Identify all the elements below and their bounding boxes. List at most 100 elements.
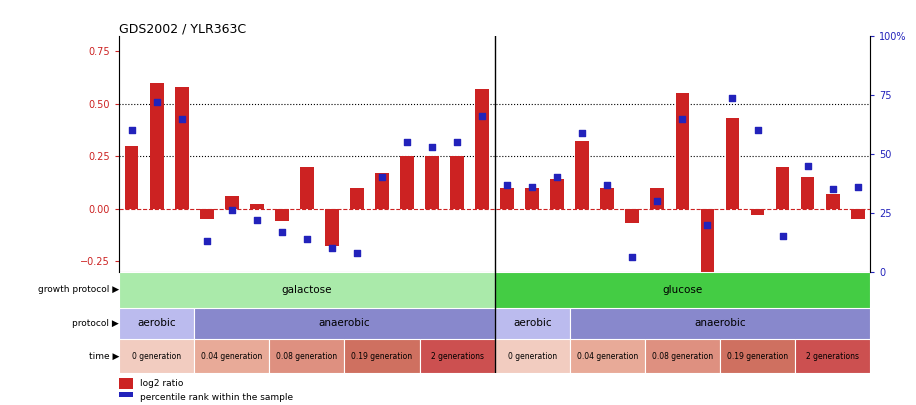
- Bar: [851, 209, 865, 219]
- Bar: [275, 209, 289, 221]
- Bar: [825, 194, 840, 209]
- Bar: [575, 141, 589, 209]
- Point: [474, 113, 489, 119]
- Text: anaerobic: anaerobic: [694, 318, 746, 328]
- Point: [625, 254, 639, 261]
- Text: 0 generation: 0 generation: [132, 352, 181, 360]
- Point: [801, 162, 815, 169]
- Text: aerobic: aerobic: [513, 318, 551, 328]
- Text: GDS2002 / YLR363C: GDS2002 / YLR363C: [119, 22, 246, 35]
- Bar: [495, 271, 870, 308]
- Point: [149, 99, 164, 106]
- Bar: [650, 188, 664, 209]
- Point: [350, 249, 365, 256]
- Bar: [375, 173, 389, 209]
- Point: [399, 139, 414, 145]
- Bar: [125, 145, 138, 209]
- Text: growth protocol ▶: growth protocol ▶: [38, 285, 119, 294]
- Point: [324, 245, 339, 251]
- Point: [450, 139, 464, 145]
- Text: 0.19 generation: 0.19 generation: [727, 352, 788, 360]
- Bar: [500, 188, 514, 209]
- Bar: [600, 188, 615, 209]
- Text: aerobic: aerobic: [137, 318, 176, 328]
- Text: 0 generation: 0 generation: [507, 352, 557, 360]
- Point: [125, 127, 139, 134]
- Bar: [269, 339, 344, 373]
- Text: 0.08 generation: 0.08 generation: [277, 352, 337, 360]
- Text: anaerobic: anaerobic: [319, 318, 370, 328]
- Point: [174, 115, 189, 122]
- Bar: [720, 339, 795, 373]
- Bar: [420, 339, 495, 373]
- Point: [775, 233, 790, 239]
- Bar: [525, 188, 540, 209]
- Bar: [194, 339, 269, 373]
- Bar: [300, 166, 314, 209]
- Point: [825, 186, 840, 192]
- Point: [375, 174, 389, 181]
- Bar: [795, 339, 870, 373]
- Bar: [701, 209, 714, 276]
- Bar: [119, 378, 133, 389]
- Text: 0.08 generation: 0.08 generation: [652, 352, 713, 360]
- Point: [650, 198, 665, 204]
- Bar: [344, 339, 420, 373]
- Bar: [119, 339, 194, 373]
- Bar: [475, 89, 489, 209]
- Bar: [570, 308, 870, 339]
- Bar: [200, 209, 213, 219]
- Bar: [425, 156, 439, 209]
- Bar: [675, 93, 690, 209]
- Point: [850, 183, 865, 190]
- Bar: [801, 177, 814, 209]
- Text: galactose: galactose: [281, 285, 333, 295]
- Point: [525, 183, 540, 190]
- Bar: [119, 308, 194, 339]
- Point: [725, 94, 740, 101]
- Point: [575, 130, 590, 136]
- Bar: [250, 205, 264, 209]
- Point: [200, 238, 214, 244]
- Point: [500, 181, 515, 188]
- Text: 0.19 generation: 0.19 generation: [352, 352, 412, 360]
- Bar: [149, 83, 164, 209]
- Point: [550, 174, 564, 181]
- Point: [224, 207, 239, 214]
- Text: percentile rank within the sample: percentile rank within the sample: [140, 393, 293, 402]
- Text: 0.04 generation: 0.04 generation: [202, 352, 262, 360]
- Point: [249, 217, 264, 223]
- Bar: [626, 209, 639, 223]
- Bar: [776, 166, 790, 209]
- Text: glucose: glucose: [662, 285, 703, 295]
- Text: 2 generations: 2 generations: [431, 352, 484, 360]
- Bar: [570, 339, 645, 373]
- Point: [675, 115, 690, 122]
- Point: [275, 228, 289, 235]
- Bar: [551, 179, 564, 209]
- Text: time ▶: time ▶: [89, 352, 119, 360]
- Bar: [750, 209, 765, 215]
- Point: [425, 144, 440, 150]
- Text: 2 generations: 2 generations: [806, 352, 859, 360]
- Bar: [325, 209, 339, 246]
- Bar: [495, 339, 570, 373]
- Bar: [450, 156, 464, 209]
- Bar: [725, 118, 739, 209]
- Bar: [194, 308, 495, 339]
- Point: [700, 221, 714, 228]
- Point: [750, 127, 765, 134]
- Point: [300, 235, 314, 242]
- Bar: [175, 87, 189, 209]
- Bar: [119, 392, 133, 403]
- Bar: [495, 308, 570, 339]
- Bar: [400, 156, 414, 209]
- Bar: [645, 339, 720, 373]
- Text: log2 ratio: log2 ratio: [140, 379, 183, 388]
- Text: 0.04 generation: 0.04 generation: [577, 352, 638, 360]
- Point: [600, 181, 615, 188]
- Text: protocol ▶: protocol ▶: [72, 319, 119, 328]
- Bar: [350, 188, 364, 209]
- Bar: [224, 196, 239, 209]
- Bar: [119, 271, 495, 308]
